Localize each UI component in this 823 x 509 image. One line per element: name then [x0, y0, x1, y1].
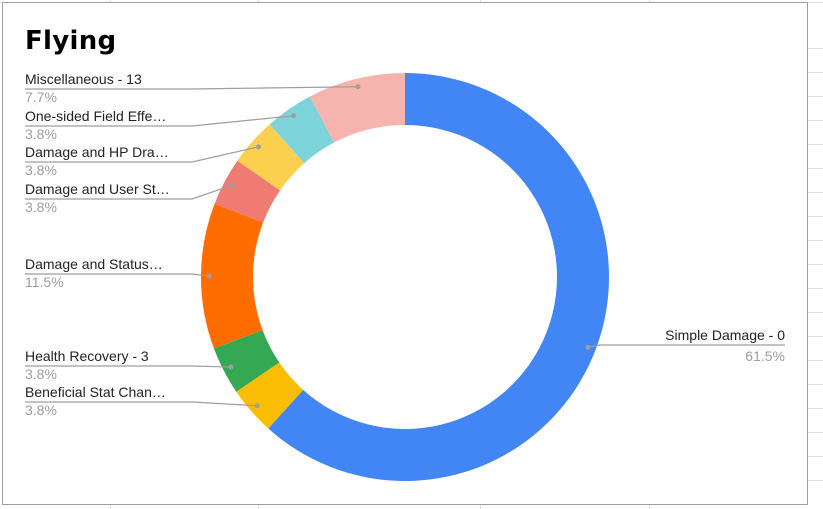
leader-dot	[206, 273, 212, 279]
chart-title: Flying	[25, 26, 117, 56]
slice-label: Health Recovery - 3	[25, 348, 149, 364]
donut-slice[interactable]	[213, 330, 280, 392]
donut-slice[interactable]	[214, 160, 281, 223]
leader-dot	[585, 344, 591, 350]
slice-label: Miscellaneous - 13	[25, 71, 142, 87]
leader-dot	[228, 364, 234, 370]
donut-slice[interactable]	[269, 96, 335, 164]
leader-dot	[229, 182, 235, 188]
leader-line	[25, 365, 231, 368]
leader-line	[25, 86, 358, 90]
leader-dot	[291, 113, 297, 119]
leader-dot	[355, 84, 361, 90]
slice-label: One-sided Field Effe…	[25, 108, 166, 124]
donut-slice[interactable]	[268, 73, 609, 481]
slice-percent-label: 3.8%	[25, 402, 57, 418]
slice-percent-label: 3.8%	[25, 366, 57, 382]
leader-dot	[254, 403, 260, 409]
slice-label: Damage and User St…	[25, 181, 170, 197]
slice-percent-label: 3.8%	[25, 126, 57, 142]
leader-line	[25, 401, 258, 407]
leader-line	[25, 115, 294, 127]
slice-percent-label: 7.7%	[25, 89, 57, 105]
slice-percent-label: 3.8%	[25, 162, 57, 178]
slice-percent-label: 11.5%	[25, 274, 64, 290]
leader-line	[25, 184, 232, 200]
donut-slice[interactable]	[236, 362, 304, 429]
slice-label: Simple Damage - 0	[665, 327, 785, 343]
donut-slice[interactable]	[237, 124, 305, 191]
slice-percent-label: 3.8%	[25, 199, 57, 215]
slice-percent-label: 61.5%	[745, 348, 785, 364]
slice-label: Damage and HP Dra…	[25, 144, 169, 160]
slice-label: Beneficial Stat Chan…	[25, 384, 166, 400]
donut-slice[interactable]	[201, 203, 264, 349]
leader-line	[25, 273, 210, 277]
leader-line	[587, 344, 785, 348]
leader-dot	[255, 144, 261, 150]
leader-line	[25, 146, 259, 163]
donut-slice[interactable]	[309, 73, 405, 143]
slice-label: Damage and Status…	[25, 256, 163, 272]
